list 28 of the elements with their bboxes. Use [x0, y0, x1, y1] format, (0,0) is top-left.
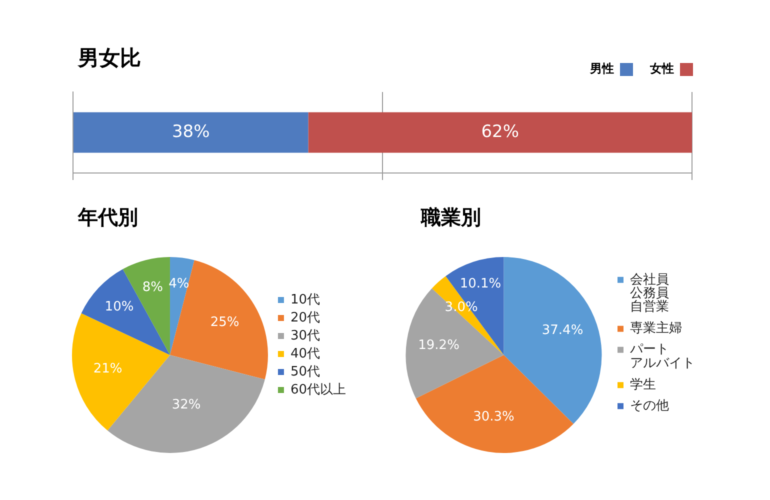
data-label: 30.3%	[473, 409, 514, 424]
data-label: 10.1%	[460, 276, 502, 292]
legend-label: 20代	[290, 310, 320, 326]
legend-label: パートアルバイト	[629, 342, 695, 371]
data-label: 62%	[481, 122, 520, 142]
legend-label: 40代	[290, 346, 320, 362]
data-label: 38%	[172, 122, 210, 142]
chart-title: 男女比	[78, 46, 141, 72]
data-label: 37.4%	[542, 322, 584, 338]
legend-label: 女性	[649, 62, 674, 76]
legend-label: 60代以上	[290, 382, 346, 398]
data-label: 21%	[93, 361, 122, 376]
legend-label: 50代	[290, 364, 320, 380]
data-label: 3.0%	[444, 300, 478, 315]
data-label: 25%	[210, 314, 240, 330]
data-label: 8%	[142, 280, 163, 295]
chart-title: 職業別	[421, 205, 481, 229]
chart-title: 年代別	[78, 205, 138, 229]
legend-label: その他	[630, 398, 669, 414]
legend-label: 10代	[290, 292, 320, 308]
legend-label: 学生	[630, 378, 656, 392]
legend-label: 男性	[589, 62, 614, 76]
data-label: 10%	[104, 300, 134, 315]
data-label: 19.2%	[418, 338, 460, 353]
legend-label: 専業主婦	[630, 320, 682, 336]
legend-label: 30代	[290, 328, 320, 344]
data-label: 32%	[172, 398, 201, 413]
legend-label: 会社員公務員自営業	[630, 272, 669, 315]
